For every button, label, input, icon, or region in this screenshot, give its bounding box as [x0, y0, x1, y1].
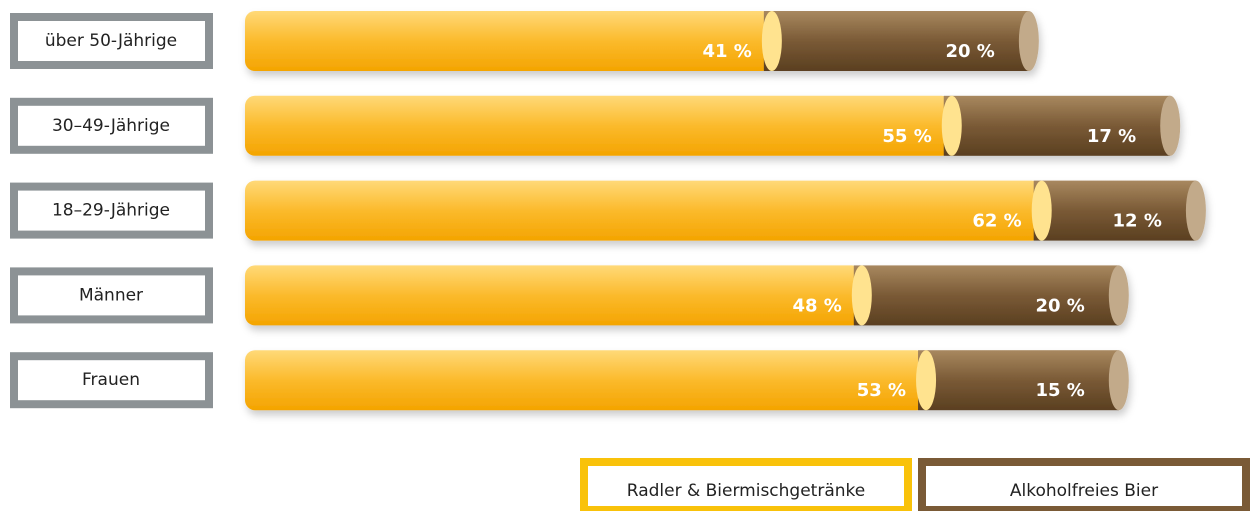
bar-segment: [245, 350, 927, 411]
bar-cap: [916, 350, 937, 411]
bar-cap: [1160, 95, 1181, 156]
bar-row: [245, 350, 1129, 411]
value-label: 17 %: [1087, 126, 1136, 147]
legend-label: Alkoholfreies Bier: [1010, 481, 1158, 501]
bar-segment: [853, 265, 1119, 326]
bar-segment: [245, 11, 772, 71]
category-box: [10, 13, 213, 69]
value-label: 20 %: [1035, 295, 1084, 316]
legend-box: [580, 458, 912, 511]
bar-cap: [761, 11, 782, 71]
bar-cap: [1018, 11, 1039, 71]
bar-cap: [941, 95, 962, 156]
bar-segment: [943, 95, 1171, 156]
category-box: [10, 97, 213, 154]
bar-segment: [918, 350, 1119, 411]
bar-cap: [851, 265, 872, 326]
bar-segment: [245, 180, 1042, 241]
bar-cap: [1031, 180, 1052, 241]
category-label: über 50-Jährige: [45, 31, 177, 51]
bar-segment: [1033, 180, 1196, 241]
value-label: 20 %: [945, 41, 994, 62]
bar-cap: [1108, 265, 1129, 326]
category-label: 18–29-Jährige: [52, 201, 170, 221]
value-label: 53 %: [857, 380, 906, 401]
value-label: 15 %: [1035, 380, 1084, 401]
bar-row: [245, 180, 1206, 241]
value-label: 12 %: [1113, 211, 1162, 232]
category-label: 30–49-Jährige: [52, 116, 170, 136]
bar-segment: [245, 265, 862, 326]
bar-row: [245, 95, 1181, 156]
category-box: [10, 267, 213, 324]
category-box: [10, 352, 213, 409]
category-label: Frauen: [82, 370, 140, 390]
legend-box: [918, 458, 1250, 511]
bar-cap: [1185, 180, 1206, 241]
bar-segment: [245, 95, 952, 156]
bar-row: [245, 11, 1039, 71]
value-label: 55 %: [882, 126, 931, 147]
bar-row: [245, 265, 1129, 326]
bar-segment: [763, 11, 1029, 71]
value-label: 62 %: [972, 211, 1021, 232]
value-label: 41 %: [702, 41, 751, 62]
bar-cap: [1108, 350, 1129, 411]
legend-label: Radler & Biermischgetränke: [627, 481, 865, 501]
value-label: 48 %: [792, 295, 841, 316]
category-box: [10, 182, 213, 239]
category-label: Männer: [79, 285, 143, 305]
